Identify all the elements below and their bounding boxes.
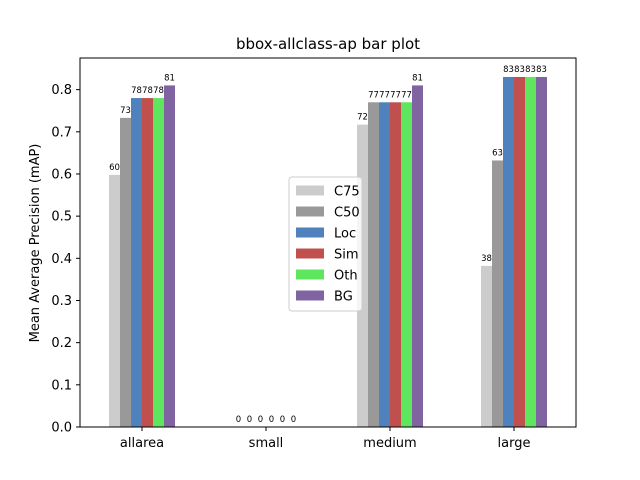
- axes-layer: 0.0 0.1 0.2 0.3 0.4 0.5 0.6 0.7 0.8 allarea small m…: [51, 57, 577, 451]
- bar-value-label: 0: [236, 415, 241, 425]
- bar-value-label: 78: [131, 86, 142, 96]
- bar-value-label: 83: [503, 65, 514, 75]
- bar-value-label: 81: [412, 73, 423, 83]
- bar-value-label: 77: [379, 90, 390, 100]
- y-tick-label: 0.3: [51, 294, 72, 309]
- legend-label-loc: Loc: [334, 227, 356, 242]
- y-tick-label: 0.0: [51, 421, 72, 436]
- bar-value-label: 38: [481, 254, 492, 264]
- y-tick-label: 0.8: [51, 83, 72, 98]
- bar-large-c50: [492, 160, 503, 428]
- bar-large-oth: [525, 76, 536, 427]
- bar-allarea-c50: [120, 117, 131, 428]
- bar-allarea-sim: [142, 98, 153, 427]
- y-tick-label: 0.2: [51, 336, 72, 351]
- bar-large-c75: [481, 265, 492, 427]
- bar-medium-oth: [401, 102, 412, 427]
- bar-value-label: 83: [536, 65, 547, 75]
- y-tick-label: 0.6: [51, 167, 72, 182]
- bar-value-label: 83: [514, 65, 525, 75]
- x-tick-label-medium: medium: [363, 436, 416, 451]
- bar-medium-bg: [412, 85, 423, 427]
- legend-swatch-sim: [296, 248, 324, 259]
- chart-title: bbox-allclass-ap bar plot: [236, 35, 420, 53]
- bar-allarea-loc: [131, 98, 142, 427]
- bar-value-label: 77: [368, 90, 379, 100]
- bar-value-label: 73: [120, 106, 131, 116]
- bar-value-label: 60: [109, 163, 120, 173]
- legend-label-bg: BG: [334, 290, 353, 305]
- bar-medium-loc: [379, 102, 390, 427]
- bar-value-label: 0: [258, 415, 263, 425]
- legend-label-sim: Sim: [334, 248, 359, 263]
- legend-swatch-c75: [296, 185, 324, 196]
- bar-value-label: 63: [492, 148, 503, 158]
- y-tick-label: 0.4: [51, 252, 72, 267]
- bar-value-label: 78: [153, 86, 164, 96]
- legend-swatch-oth: [296, 269, 324, 280]
- y-tick-label: 0.5: [51, 210, 72, 225]
- x-tick-label-large: large: [498, 436, 531, 451]
- y-tick-label: 0.7: [51, 125, 72, 140]
- bar-medium-c50: [368, 102, 379, 427]
- legend-swatch-loc: [296, 227, 324, 238]
- y-axis-label: Mean Average Precision (mAP): [28, 144, 43, 343]
- bar-large-loc: [503, 76, 514, 427]
- legend-swatch-c50: [296, 206, 324, 217]
- bar-value-label: 83: [525, 65, 536, 75]
- x-tick-label-allarea: allarea: [120, 436, 164, 451]
- bar-value-label: 77: [401, 90, 412, 100]
- bar-value-label: 81: [164, 73, 175, 83]
- bar-value-label: 78: [142, 86, 153, 96]
- bar-value-label: 0: [291, 415, 296, 425]
- bar-value-label: 0: [247, 415, 252, 425]
- legend-label-oth: Oth: [334, 269, 358, 284]
- bar-allarea-bg: [164, 85, 175, 427]
- bar-value-label: 72: [357, 113, 368, 123]
- legend: C75 C50 Loc Sim Oth BG: [288, 176, 363, 312]
- bar-medium-sim: [390, 102, 401, 427]
- legend-label-c75: C75: [334, 185, 360, 200]
- bar-value-label: 77: [390, 90, 401, 100]
- x-tick-label-small: small: [249, 436, 284, 451]
- y-tick-label: 0.1: [51, 378, 72, 393]
- bar-large-sim: [514, 76, 525, 427]
- bar-allarea-oth: [153, 98, 164, 427]
- bar-allarea-c75: [109, 174, 120, 427]
- bar-value-label: 0: [269, 415, 274, 425]
- bar-value-label: 0: [280, 415, 285, 425]
- legend-swatch-bg: [296, 290, 324, 301]
- legend-label-c50: C50: [334, 206, 360, 221]
- bar-large-bg: [536, 76, 547, 427]
- plot-frame: [79, 57, 577, 428]
